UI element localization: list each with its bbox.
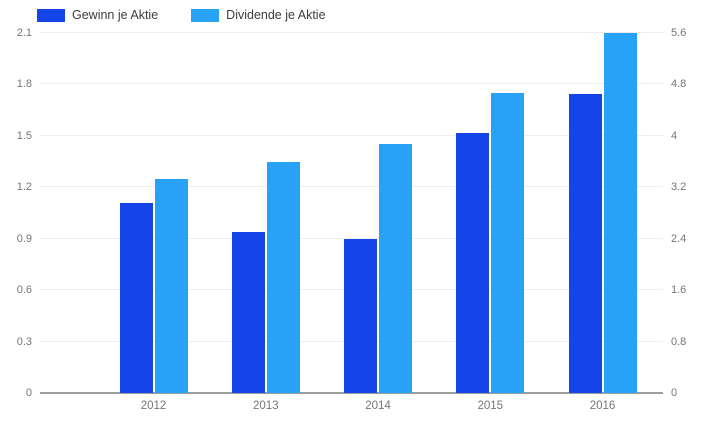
bar-gewinn-2012[interactable] [119,203,153,393]
left-axis-tick-0.3: 0.3 [16,335,32,348]
bar-gewinn-2015[interactable] [456,132,490,393]
gridline [40,32,663,33]
legend-item-dividende: Dividende je Aktie [191,8,326,22]
chart-legend: Gewinn je Aktie Dividende je Aktie [37,8,359,22]
gridline [40,186,663,188]
x-axis-tick-2013: 2013 [252,400,279,412]
left-axis-tick-1.5: 1.5 [16,129,32,142]
right-axis-tick-3.2: 3.2 [671,181,687,194]
right-axis-tick-1.6: 1.6 [671,284,687,297]
legend-label-gewinn: Gewinn je Aktie [72,8,159,22]
left-axis-tick-0: 0 [25,387,32,399]
right-axis-tick-2.4: 2.4 [671,232,687,245]
bar-gewinn-2016[interactable] [568,94,602,393]
legend-swatch-gewinn-icon [37,8,65,22]
gridline [40,134,663,136]
x-axis-tick-2012: 2012 [140,400,167,412]
legend-label-dividende: Dividende je Aktie [226,8,326,22]
left-axis-tick-0.9: 0.9 [16,232,32,245]
left-axis-tick-1.8: 1.8 [16,78,32,91]
legend-item-gewinn: Gewinn je Aktie [37,8,158,22]
bar-dividende-2012[interactable] [154,178,188,393]
bar-dividende-2015[interactable] [491,93,525,393]
right-axis-tick-0.8: 0.8 [671,335,687,348]
x-axis-tick-2015: 2015 [477,400,504,412]
x-axis-tick-2016: 2016 [589,400,616,412]
left-axis-tick-1.2: 1.2 [16,181,32,194]
left-axis-tick-2.1: 2.1 [16,27,32,39]
left-axis-tick-0.6: 0.6 [16,284,32,297]
bar-dividende-2013[interactable] [266,161,300,393]
right-axis-tick-4.8: 4.8 [671,78,687,91]
bar-dividende-2016[interactable] [603,33,637,393]
legend-swatch-dividende-icon [191,8,220,22]
right-axis-tick-4: 4 [671,129,678,142]
bar-gewinn-2014[interactable] [344,238,377,393]
bar-gewinn-2013[interactable] [231,232,265,393]
gridline [40,83,663,85]
x-axis-baseline [40,392,663,394]
bar-dividende-2014[interactable] [379,144,412,393]
right-axis-tick-5.6: 5.6 [671,27,687,39]
gridline [40,237,663,239]
x-axis-tick-2014: 2014 [365,400,391,412]
plot-area [40,32,663,394]
right-axis-tick-0: 0 [671,387,678,399]
